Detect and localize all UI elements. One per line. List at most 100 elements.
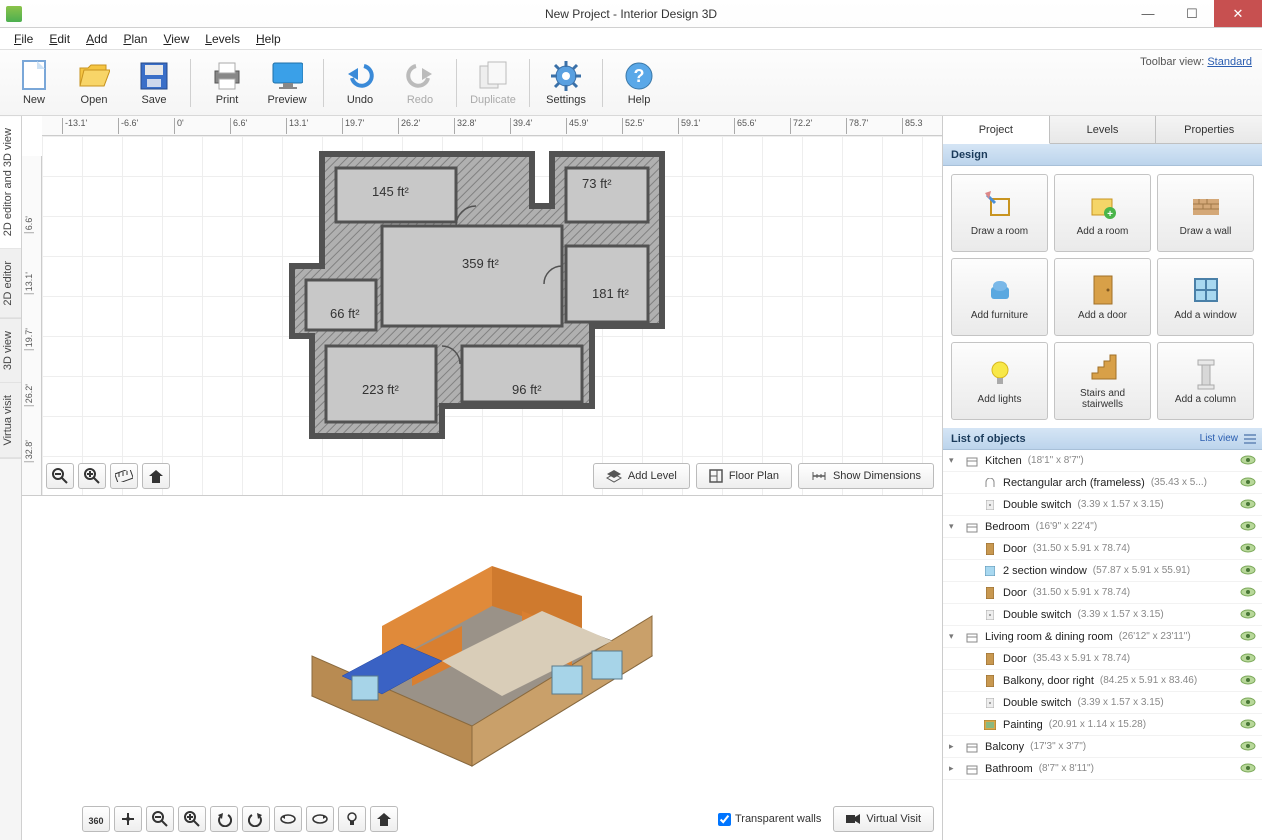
object-list[interactable]: ▾Kitchen (18'1" x 8'7")Rectangular arch …: [943, 450, 1262, 840]
measure-button[interactable]: [110, 463, 138, 489]
add-window-button[interactable]: Add a window: [1157, 258, 1254, 336]
light-button[interactable]: [338, 806, 366, 832]
left-tab-2d-editor-and-3d-view[interactable]: 2D editor and 3D view: [0, 116, 21, 249]
object-dimensions: (18'1" x 8'7"): [1028, 455, 1084, 466]
visibility-toggle-icon[interactable]: [1240, 521, 1256, 533]
virtual-visit-button[interactable]: Virtual Visit: [833, 806, 934, 832]
visibility-toggle-icon[interactable]: [1240, 631, 1256, 643]
add-door-button[interactable]: Add a door: [1054, 258, 1151, 336]
visibility-toggle-icon[interactable]: [1240, 763, 1256, 775]
object-group[interactable]: ▾Kitchen (18'1" x 8'7"): [943, 450, 1262, 472]
expand-toggle-icon[interactable]: ▸: [949, 741, 959, 752]
undo-button[interactable]: Undo: [330, 53, 390, 113]
visibility-toggle-icon[interactable]: [1240, 565, 1256, 577]
tab-project[interactable]: Project: [943, 116, 1050, 144]
left-tab-2d-editor[interactable]: 2D editor: [0, 249, 21, 319]
home-button[interactable]: [370, 806, 398, 832]
home-button[interactable]: [142, 463, 170, 489]
menu-file[interactable]: File: [6, 30, 41, 48]
add-room-button[interactable]: +Add a room: [1054, 174, 1151, 252]
design-tools-grid: Draw a room+Add a roomDraw a wall Add fur…: [943, 166, 1262, 428]
draw-room-button[interactable]: Draw a room: [951, 174, 1048, 252]
zoom-out-button[interactable]: [146, 806, 174, 832]
rotate-cw-button[interactable]: [242, 806, 270, 832]
transparent-walls-input[interactable]: [718, 813, 731, 826]
floorplan[interactable]: 145 ft²73 ft²359 ft²181 ft²66 ft²223 ft²…: [282, 146, 702, 446]
tab-levels[interactable]: Levels: [1050, 116, 1157, 143]
visibility-toggle-icon[interactable]: [1240, 477, 1256, 489]
expand-toggle-icon[interactable]: ▾: [949, 521, 959, 532]
visibility-toggle-icon[interactable]: [1240, 587, 1256, 599]
view-3d[interactable]: 360 Transparent walls Virtual Visit: [22, 496, 942, 840]
view-2d[interactable]: 6.6'13.1'19.7'26.2'32.8': [22, 136, 942, 496]
menu-view[interactable]: View: [155, 30, 197, 48]
object-item[interactable]: Rectangular arch (frameless) (35.43 x 5.…: [943, 472, 1262, 494]
object-item[interactable]: Balkony, door right (84.25 x 5.91 x 83.4…: [943, 670, 1262, 692]
left-tab-3d-view[interactable]: 3D view: [0, 319, 21, 383]
tab-properties[interactable]: Properties: [1156, 116, 1262, 143]
object-item[interactable]: Painting (20.91 x 1.14 x 15.28): [943, 714, 1262, 736]
new-button[interactable]: New: [4, 53, 64, 113]
object-item[interactable]: Door (31.50 x 5.91 x 78.74): [943, 538, 1262, 560]
expand-toggle-icon[interactable]: ▸: [949, 763, 959, 774]
visibility-toggle-icon[interactable]: [1240, 609, 1256, 621]
menu-edit[interactable]: Edit: [41, 30, 78, 48]
object-dimensions: (8'7" x 8'11"): [1039, 763, 1094, 774]
menu-add[interactable]: Add: [78, 30, 115, 48]
settings-button[interactable]: Settings: [536, 53, 596, 113]
maximize-button[interactable]: ☐: [1170, 0, 1214, 27]
add-furniture-button[interactable]: Add furniture: [951, 258, 1048, 336]
visibility-toggle-icon[interactable]: [1240, 697, 1256, 709]
object-group[interactable]: ▸Bathroom (8'7" x 8'11"): [943, 758, 1262, 780]
zoom-out-button[interactable]: [46, 463, 74, 489]
menu-help[interactable]: Help: [248, 30, 289, 48]
object-item[interactable]: 2 section window (57.87 x 5.91 x 55.91): [943, 560, 1262, 582]
visibility-toggle-icon[interactable]: [1240, 653, 1256, 665]
orbit-right-button[interactable]: [306, 806, 334, 832]
menu-plan[interactable]: Plan: [115, 30, 155, 48]
close-button[interactable]: ✕: [1214, 0, 1262, 27]
draw-wall-button[interactable]: Draw a wall: [1157, 174, 1254, 252]
list-view-link[interactable]: List view: [1200, 433, 1238, 444]
minimize-button[interactable]: —: [1126, 0, 1170, 27]
visibility-toggle-icon[interactable]: [1240, 675, 1256, 687]
print-button[interactable]: Print: [197, 53, 257, 113]
360-button[interactable]: 360: [82, 806, 110, 832]
object-dimensions: (16'9" x 22'4"): [1036, 521, 1098, 532]
show-dimensions-button[interactable]: Show Dimensions: [798, 463, 934, 489]
left-tab-virtua-visit[interactable]: Virtua visit: [0, 383, 21, 459]
object-item[interactable]: Double switch (3.39 x 1.57 x 3.15): [943, 494, 1262, 516]
save-button[interactable]: Save: [124, 53, 184, 113]
stairs-button[interactable]: Stairs and stairwells: [1054, 342, 1151, 420]
add-level-button[interactable]: Add Level: [593, 463, 690, 489]
zoom-in-button[interactable]: [178, 806, 206, 832]
add-column-button[interactable]: Add a column: [1157, 342, 1254, 420]
object-item[interactable]: Double switch (3.39 x 1.57 x 3.15): [943, 692, 1262, 714]
visibility-toggle-icon[interactable]: [1240, 741, 1256, 753]
preview-button[interactable]: Preview: [257, 53, 317, 113]
object-group[interactable]: ▾Bedroom (16'9" x 22'4"): [943, 516, 1262, 538]
add-lights-button[interactable]: Add lights: [951, 342, 1048, 420]
list-view-icon[interactable]: [1244, 434, 1256, 444]
zoom-in-button[interactable]: [78, 463, 106, 489]
floor-plan-button[interactable]: Floor Plan: [696, 463, 792, 489]
object-item[interactable]: Door (31.50 x 5.91 x 78.74): [943, 582, 1262, 604]
toolbar-view-mode-link[interactable]: Standard: [1207, 56, 1252, 68]
help-button[interactable]: ?Help: [609, 53, 669, 113]
object-item[interactable]: Double switch (3.39 x 1.57 x 3.15): [943, 604, 1262, 626]
open-button[interactable]: Open: [64, 53, 124, 113]
transparent-walls-checkbox[interactable]: Transparent walls: [718, 813, 821, 826]
expand-toggle-icon[interactable]: ▾: [949, 631, 959, 642]
pan-button[interactable]: [114, 806, 142, 832]
orbit-left-button[interactable]: [274, 806, 302, 832]
object-group[interactable]: ▸Balcony (17'3" x 3'7"): [943, 736, 1262, 758]
menu-levels[interactable]: Levels: [197, 30, 248, 48]
rotate-ccw-button[interactable]: [210, 806, 238, 832]
expand-toggle-icon[interactable]: ▾: [949, 455, 959, 466]
visibility-toggle-icon[interactable]: [1240, 499, 1256, 511]
visibility-toggle-icon[interactable]: [1240, 719, 1256, 731]
object-group[interactable]: ▾Living room & dining room (26'12" x 23'…: [943, 626, 1262, 648]
visibility-toggle-icon[interactable]: [1240, 543, 1256, 555]
visibility-toggle-icon[interactable]: [1240, 455, 1256, 467]
object-item[interactable]: Door (35.43 x 5.91 x 78.74): [943, 648, 1262, 670]
